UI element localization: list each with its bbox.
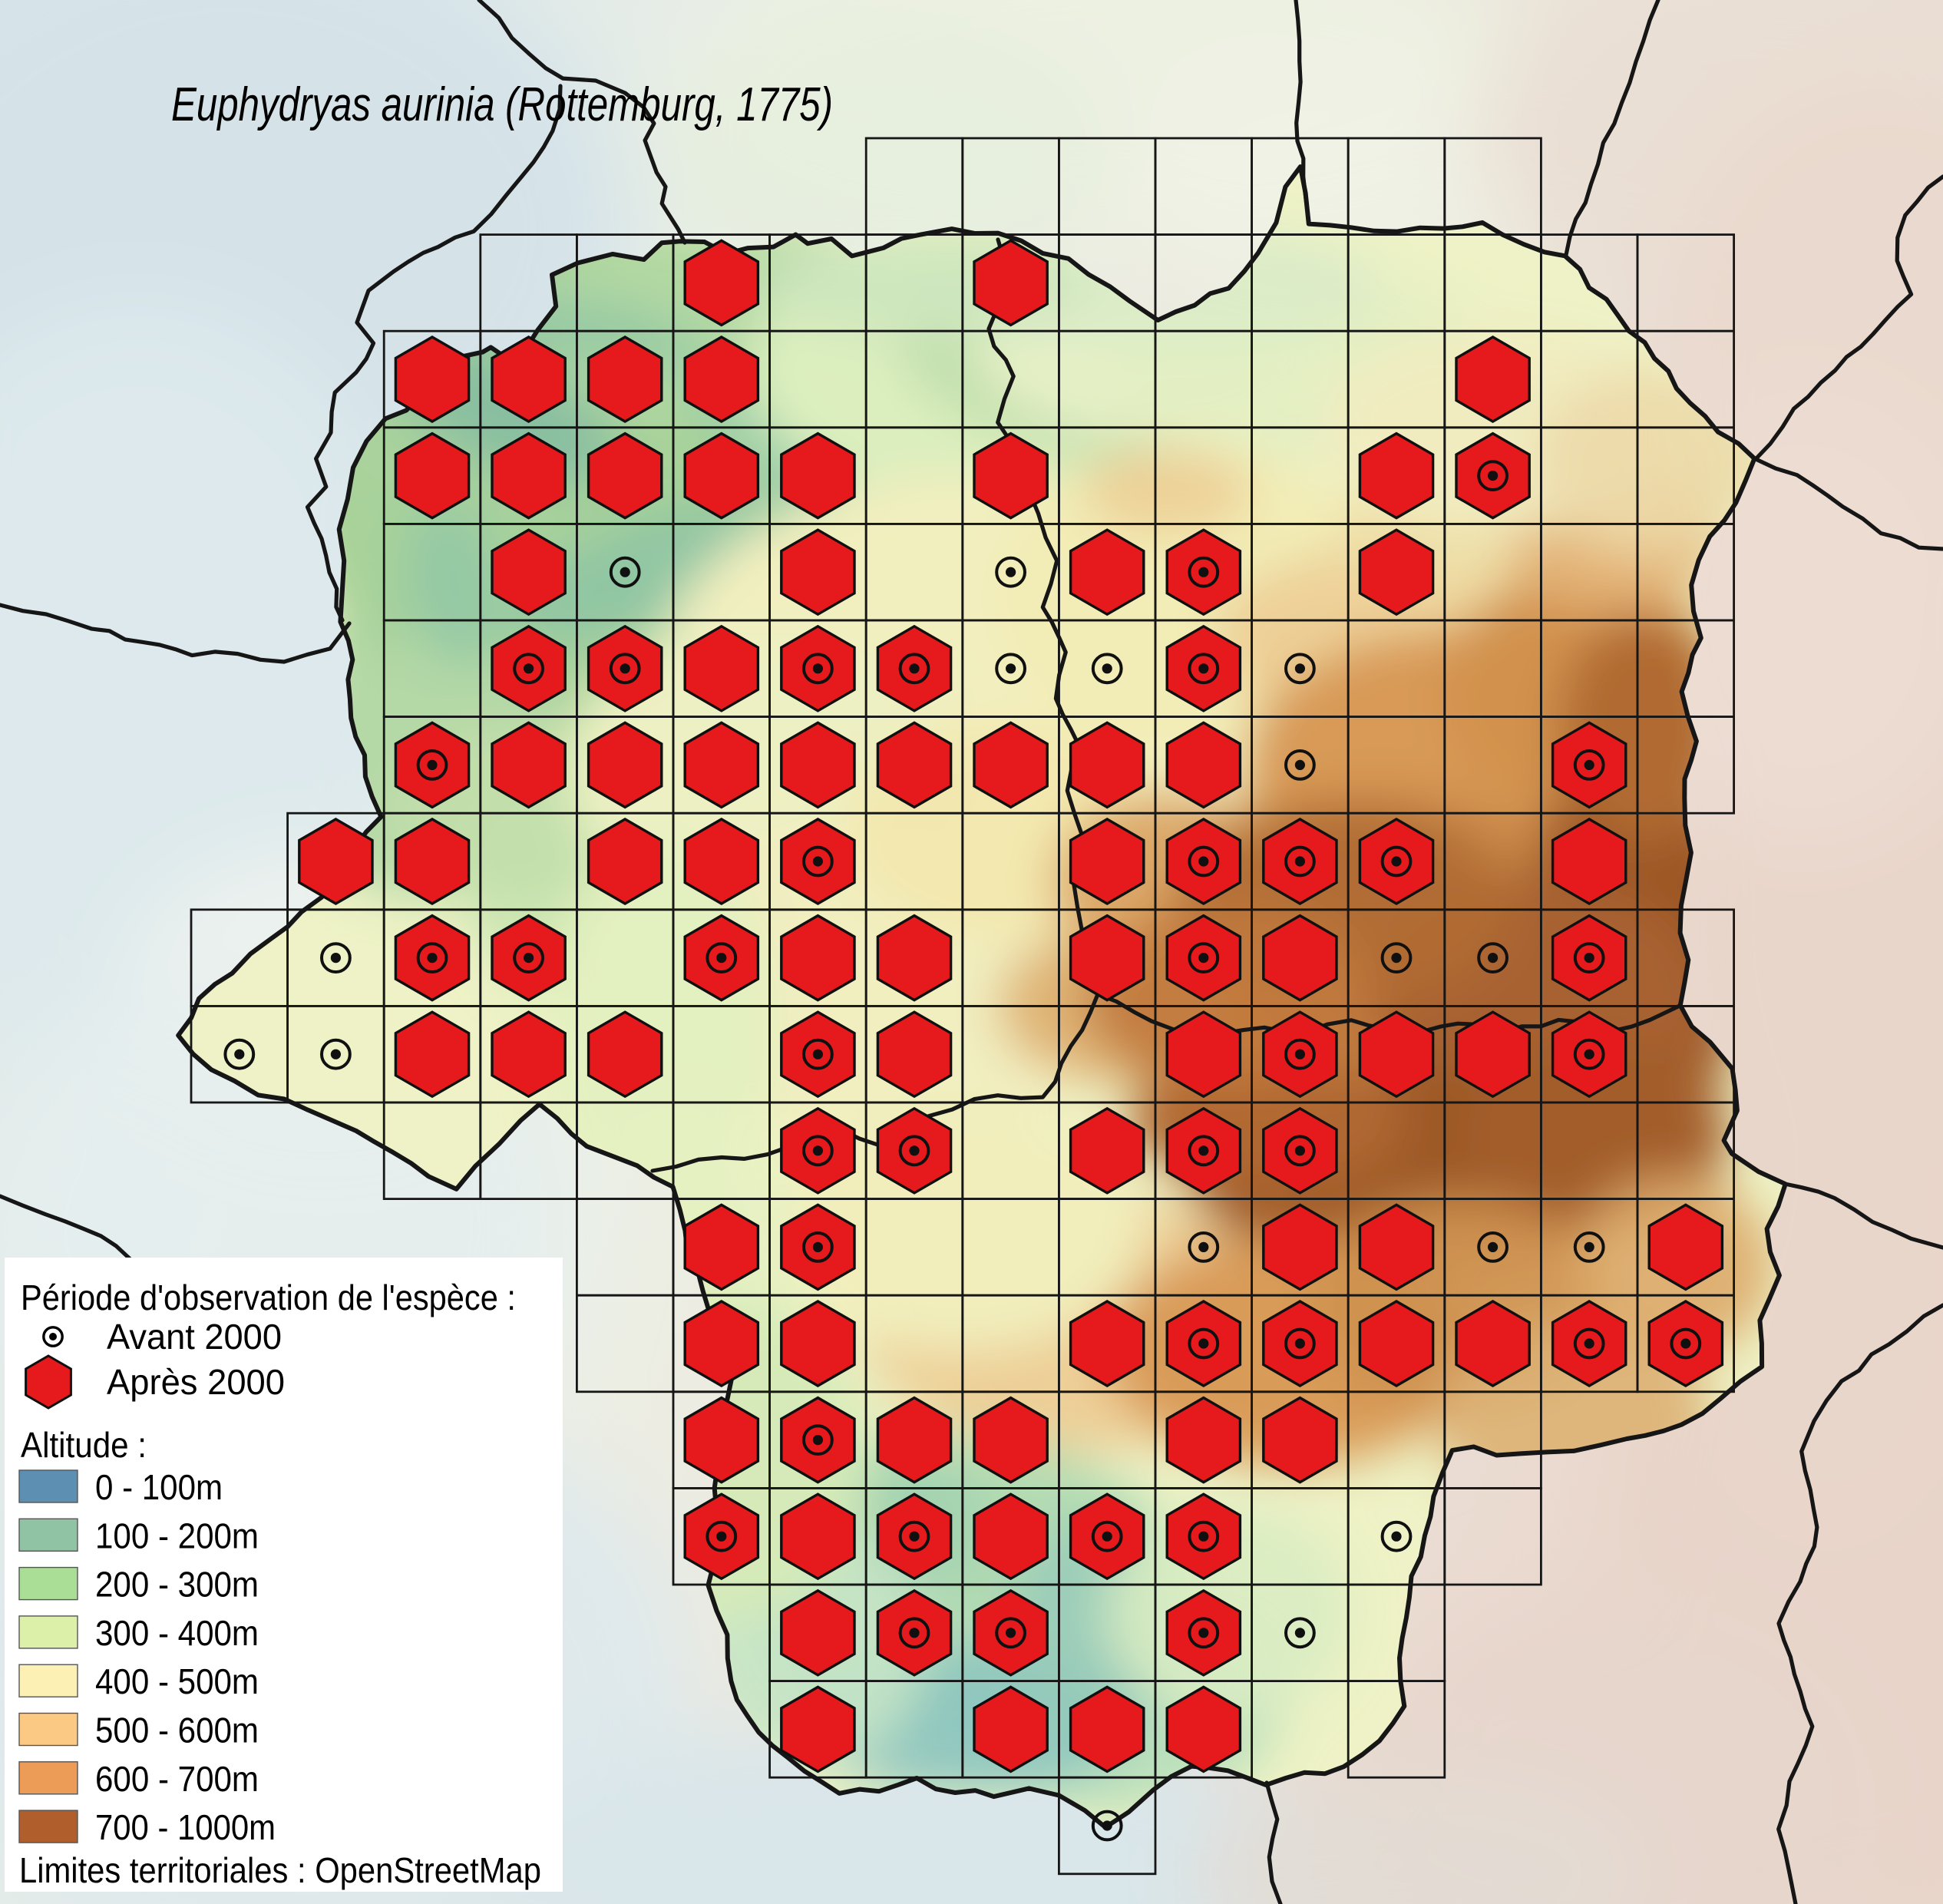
- svg-text:Période d'observation de l'esp: Période d'observation de l'espèce :: [21, 1278, 516, 1317]
- svg-text:500 - 600m: 500 - 600m: [95, 1711, 259, 1750]
- svg-text:Après 2000: Après 2000: [107, 1362, 285, 1402]
- svg-text:Euphydryas aurinia (Rottemburg: Euphydryas aurinia (Rottemburg, 1775): [171, 78, 833, 131]
- svg-text:200 - 300m: 200 - 300m: [95, 1565, 259, 1605]
- svg-text:700 - 1000m: 700 - 1000m: [95, 1807, 276, 1847]
- svg-text:0 - 100m: 0 - 100m: [95, 1467, 223, 1507]
- svg-text:300 - 400m: 300 - 400m: [95, 1613, 259, 1653]
- svg-text:400 - 500m: 400 - 500m: [95, 1661, 259, 1701]
- svg-text:Avant 2000: Avant 2000: [107, 1317, 282, 1357]
- svg-text:Limites territoriales : OpenSt: Limites territoriales : OpenStreetMap: [19, 1850, 541, 1890]
- svg-text:Altitude :: Altitude :: [21, 1425, 147, 1465]
- svg-text:600 - 700m: 600 - 700m: [95, 1759, 259, 1799]
- svg-text:100 - 200m: 100 - 200m: [95, 1516, 259, 1555]
